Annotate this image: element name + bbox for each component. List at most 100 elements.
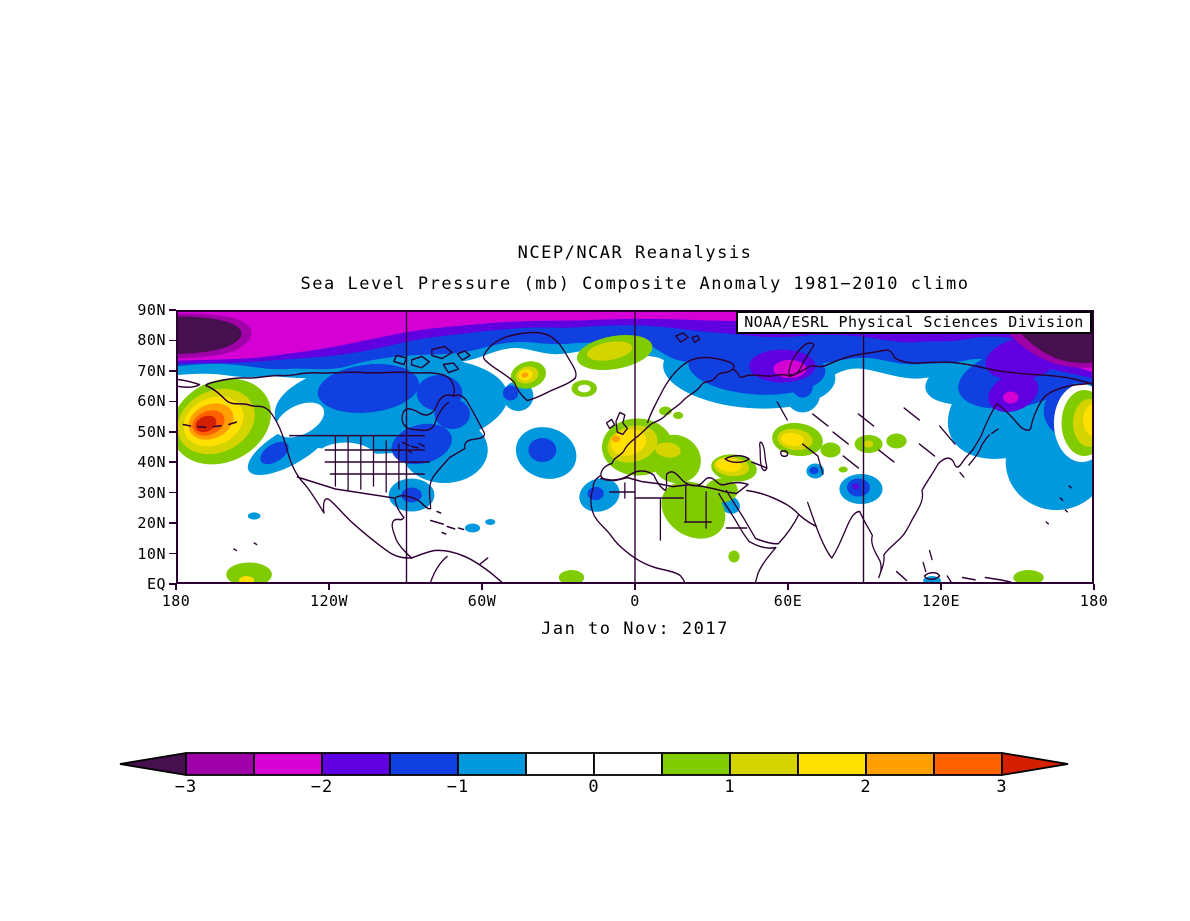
anomaly-region	[864, 440, 874, 448]
colorbar-tick-label: 2	[860, 777, 872, 797]
coastline	[859, 510, 915, 579]
coastline	[732, 349, 1092, 386]
coastline	[233, 485, 1072, 552]
coastline	[178, 378, 201, 388]
map-plot-area	[176, 310, 1094, 584]
coastline	[748, 540, 777, 582]
lat-tick-label: 50N	[137, 422, 166, 441]
coastline	[429, 510, 465, 535]
anomaly-region	[247, 512, 261, 520]
anomaly-region	[528, 438, 557, 462]
lon-tick-label: 120W	[309, 592, 349, 610]
anomaly-region	[587, 486, 604, 501]
coastline	[482, 331, 577, 402]
anomaly-region	[521, 372, 529, 378]
anomaly-region	[226, 562, 272, 582]
lat-tick	[169, 430, 176, 433]
anomaly-region	[792, 376, 813, 398]
anomaly-region	[464, 523, 481, 533]
anomaly-region	[558, 570, 585, 582]
lat-tick-label: 80N	[137, 331, 166, 350]
colorbar-segment	[865, 752, 935, 776]
anomaly-region	[809, 466, 819, 474]
lon-tick-label: 180	[161, 592, 191, 610]
anomaly-region	[238, 576, 255, 582]
coastline	[393, 345, 471, 374]
lon-tick-label: 60E	[773, 592, 803, 610]
lat-tick	[169, 552, 176, 555]
anomaly-region	[886, 433, 907, 449]
lon-tick	[481, 584, 483, 590]
lon-tick-label: 60W	[467, 592, 497, 610]
credit-box: NOAA/ESRL Physical Sciences Division	[736, 311, 1092, 334]
coastline	[402, 441, 425, 454]
lon-tick	[634, 584, 636, 590]
anomaly-region	[577, 384, 591, 393]
coastline	[182, 421, 238, 428]
coastline	[205, 371, 455, 397]
coastline	[600, 356, 749, 492]
anomaly-region	[673, 411, 684, 420]
colorbar-segment	[185, 752, 255, 776]
anomaly-region	[502, 385, 519, 401]
lon-tick-label: 180	[1079, 592, 1109, 610]
anomaly-map-svg	[178, 312, 1092, 582]
anomaly-region	[178, 316, 242, 354]
coastline	[605, 411, 629, 436]
coastline	[913, 434, 983, 517]
coastline	[724, 441, 789, 472]
colorbar-right-arrow	[1001, 751, 1069, 777]
colorbar-segment	[389, 752, 459, 776]
lat-tick-label: 40N	[137, 453, 166, 472]
anomaly-region	[275, 402, 325, 438]
coastline	[391, 394, 486, 559]
colorbar-segment	[797, 752, 867, 776]
anomaly-region	[655, 442, 681, 458]
figure-title: NCEP/NCAR Reanalysis	[517, 243, 753, 263]
colorbar-tick-label: −3	[174, 777, 198, 797]
lat-tick-label: 10N	[137, 544, 166, 563]
anomaly-region	[586, 341, 633, 361]
lat-tick-label: EQ	[146, 575, 166, 593]
colorbar-segment	[593, 752, 663, 776]
anomaly-region	[781, 432, 804, 447]
coastline	[751, 401, 956, 475]
colorbar-segment	[457, 752, 527, 776]
lat-tick	[169, 461, 176, 464]
lat-tick-label: 20N	[137, 514, 166, 533]
coastline	[718, 489, 818, 545]
colorbar-segment	[321, 752, 391, 776]
colorbar-left-arrow	[119, 751, 187, 777]
colorbar-segment	[933, 752, 1003, 776]
anomaly-region	[820, 442, 841, 458]
colorbar-segment	[253, 752, 323, 776]
lon-tick	[787, 584, 789, 590]
colorbar-tick-label: 3	[996, 777, 1008, 797]
coastline	[895, 549, 1012, 582]
colorbar-segment	[661, 752, 731, 776]
lon-tick	[940, 584, 942, 590]
anomaly-region	[611, 435, 621, 443]
anomaly-region	[852, 483, 860, 490]
lat-tick-label: 90N	[137, 301, 166, 319]
coastline	[787, 342, 815, 376]
lat-tick-label: 70N	[137, 361, 166, 380]
credit-text: NOAA/ESRL Physical Sciences Division	[744, 313, 1084, 331]
lat-tick-label: 60N	[137, 392, 166, 411]
lon-tick	[328, 584, 330, 590]
lat-tick	[169, 370, 176, 372]
coastline	[674, 332, 701, 344]
colorbar-tick-label: 1	[724, 777, 736, 797]
colorbar-segment	[729, 752, 799, 776]
anomaly-region	[1013, 570, 1044, 582]
colorbar-tick-label: 0	[588, 777, 600, 797]
anomaly-region	[728, 550, 740, 563]
lat-tick	[169, 400, 176, 403]
colorbar-tick-label: −2	[310, 777, 334, 797]
coastline	[205, 384, 413, 559]
anomaly-region	[1083, 403, 1092, 437]
anomaly-region	[1003, 391, 1019, 404]
anomaly-region	[838, 466, 848, 473]
anomaly-region	[434, 399, 470, 429]
